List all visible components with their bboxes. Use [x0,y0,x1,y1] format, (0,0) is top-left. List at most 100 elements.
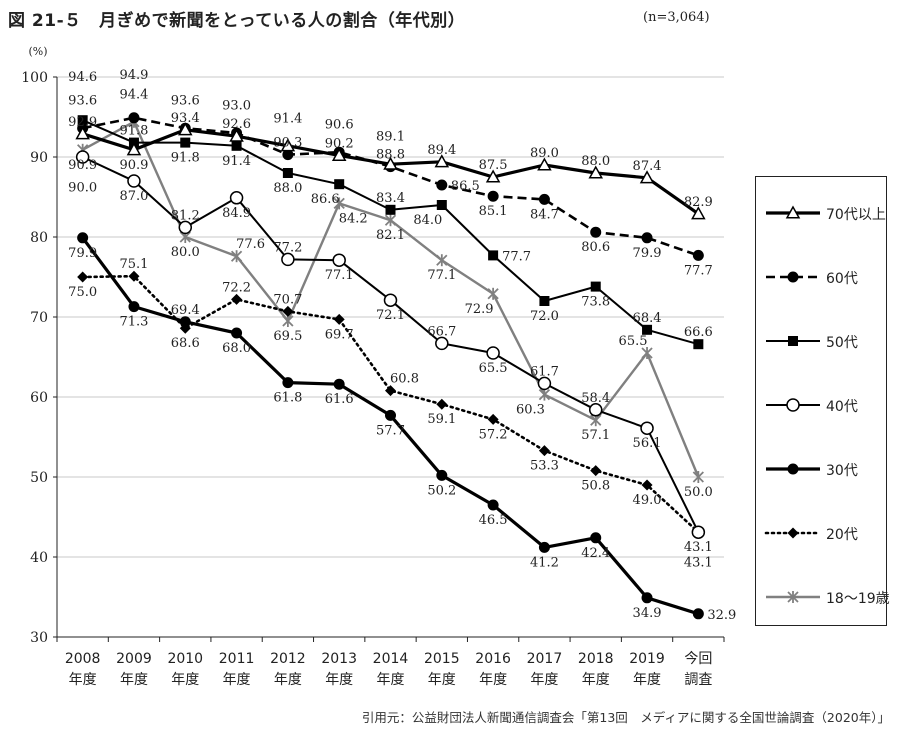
series-2-point [180,137,191,148]
x-tick-label: 年度 [274,672,302,688]
x-tick-label: 年度 [530,672,558,688]
data-label: 91.4 [222,154,251,169]
series-2-point [488,250,499,261]
data-label: 77.2 [273,240,302,255]
source-citation: 引用元：公益財団法人新聞通信調査会「第13回 メディアに関する全国世論調査（20… [361,710,890,725]
legend-swatch [766,336,820,346]
data-label: 94.9 [119,68,148,83]
legend-marker [785,205,801,219]
data-label: 72.2 [222,280,251,295]
x-tick-label: 2014 [373,651,409,667]
series-5-point [128,270,140,282]
series-5-point [231,293,243,305]
data-label: 77.1 [427,268,456,283]
data-label: 84.0 [413,213,442,228]
data-label: 72.1 [376,308,405,323]
series-6-point [692,471,704,483]
series-6-point [641,347,653,359]
data-label: 49.0 [633,493,662,508]
data-label: 69.4 [171,303,200,318]
series-4-point [385,409,396,421]
series-2-point [436,200,447,210]
data-label: 82.9 [684,195,713,210]
data-label: 41.2 [530,555,559,570]
series-2-point [693,339,704,350]
x-tick-label: 今回 [684,651,712,667]
data-label: 69.7 [325,327,354,342]
series-0-point [434,154,450,168]
data-label: 90.3 [273,136,302,151]
legend-item: 60代 [764,267,886,287]
series-2-point [231,140,242,151]
series-1-point [590,226,602,238]
series-0-point [331,147,347,161]
x-tick-label: 調査 [684,672,712,688]
data-label: 77.1 [325,268,354,283]
series-0-point [383,156,398,170]
series-4-point [231,327,243,339]
data-label: 59.1 [427,412,456,427]
series-3-point [640,421,654,435]
series-0-point [691,206,706,220]
legend: 70代以上 60代 50代 40代 30代 20代 18～19歳 [755,176,890,626]
data-label: 61.7 [530,364,559,379]
x-tick-label: 2011 [219,651,255,667]
series-0-point [485,169,501,183]
data-label: 84.9 [222,206,251,221]
x-tick-label: 年度 [582,672,610,688]
legend-marker [787,527,799,539]
data-label: 50.8 [581,479,610,494]
data-label: 88.8 [376,148,405,163]
legend-item: 30代 [764,459,886,479]
x-tick-label: 2012 [270,651,306,667]
series-0-point [280,138,296,152]
legend-label: 40代 [826,399,858,415]
data-label: 72.9 [465,302,494,317]
series-4-point [179,316,191,328]
data-label: 77.7 [502,249,531,264]
series-0-point [229,128,244,142]
legend-marker [787,463,799,475]
series-0-point [639,170,655,184]
series-6-point [436,254,448,267]
series-5-point [333,313,345,325]
legend-swatch [766,398,820,412]
data-label: 68.6 [171,336,200,351]
data-label: 50.0 [684,485,713,500]
series-2-point [334,179,345,190]
data-label: 65.5 [619,334,648,349]
x-tick-label: 年度 [377,672,405,688]
series-6-point [487,287,499,300]
series-0-point [177,122,193,136]
y-tick-label: 70 [30,310,48,326]
data-label: 90.0 [68,181,97,196]
legend-marker [787,591,799,603]
data-label: 90.2 [325,136,354,151]
data-label: 89.4 [427,143,456,158]
data-label: 94.6 [68,70,97,85]
data-label: 61.6 [325,392,354,407]
series-2-point [77,115,88,126]
series-6-point [230,250,243,263]
data-label: 92.9 [68,115,97,130]
data-label: 34.9 [633,606,662,621]
series-4-point [692,608,704,620]
data-label: 89.0 [530,146,559,161]
series-1-point [128,112,140,124]
series-5-point [385,385,396,397]
x-tick-label: 2009 [116,651,152,667]
data-label: 84.2 [339,211,368,226]
data-label: 57.2 [479,427,508,442]
series-4-point [590,532,602,544]
data-label: 43.1 [684,556,713,571]
series-0-point [537,157,552,171]
series-3-point [229,191,244,205]
series-3-point [383,293,398,307]
y-tick-label: 100 [21,70,48,86]
data-label: 80.6 [581,240,610,255]
series-3-point [281,252,295,267]
data-label: 77.7 [684,263,713,278]
data-label: 53.3 [530,459,559,474]
x-tick-label: 年度 [69,672,97,688]
series-4-point [128,301,140,313]
